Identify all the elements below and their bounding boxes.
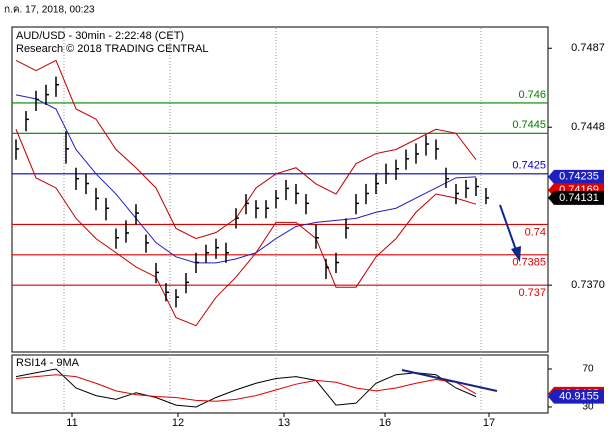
day-separators: [63, 28, 482, 412]
level-label: 0.737: [518, 287, 546, 299]
chart-subtitle: Research © 2018 TRADING CENTRAL: [16, 43, 209, 55]
level-label: 0.7445: [512, 119, 546, 131]
rsi-line: [15, 368, 477, 408]
forecast-arrowhead: [511, 246, 521, 262]
y-tick-label: 0.7487: [571, 42, 605, 54]
y-tick-label: 0.7370: [571, 279, 605, 291]
rsi-panel: [11, 354, 549, 414]
price-marker: 40.9155: [548, 389, 604, 404]
chart-title: AUD/USD - 30min - 2:22:48 (CET): [16, 30, 184, 42]
band-line: [15, 94, 477, 264]
marker-label: 0.74131: [559, 192, 599, 204]
x-tick-label: 17: [483, 417, 495, 429]
y-tick-label: 30: [582, 402, 594, 413]
y-tick-label: 70: [582, 364, 594, 375]
rsi-title: RSI14 - 9MA: [16, 357, 80, 369]
marker-label: 0.74235: [559, 171, 599, 183]
price-marker: 0.74131: [548, 190, 604, 205]
x-tick-label: 13: [278, 417, 290, 429]
marker-label: 40.9155: [559, 391, 599, 403]
x-tick-label: 11: [66, 417, 77, 429]
marker-box: [548, 169, 604, 184]
x-tick-label: 12: [172, 417, 184, 429]
level-label: 0.7425: [512, 160, 546, 172]
marker-box: [548, 389, 604, 404]
divergence-line: [401, 369, 498, 392]
level-label: 0.74: [525, 226, 546, 238]
forecast-arrow: [499, 204, 517, 251]
rsi-line: [15, 374, 477, 402]
price-panel: [11, 26, 549, 353]
level-label: 0.7385: [512, 257, 546, 269]
marker-box: [548, 190, 604, 205]
y-tick-label: 0.7448: [571, 121, 605, 133]
timestamp: ก.ค. 17, 2018, 00:23: [4, 5, 95, 16]
band-line: [15, 129, 477, 327]
level-label: 0.746: [518, 89, 546, 101]
plot-layer: 0.7487 0.7448 0.7370 11 12 13 16 17 0.746 0.7445 0…: [12, 42, 605, 429]
price-marker: 0.74235: [548, 169, 604, 184]
x-tick-label: 16: [379, 417, 391, 429]
